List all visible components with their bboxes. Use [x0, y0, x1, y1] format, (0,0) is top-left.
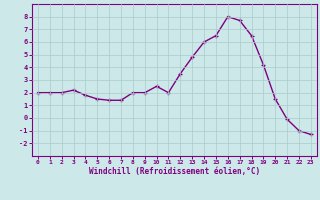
- X-axis label: Windchill (Refroidissement éolien,°C): Windchill (Refroidissement éolien,°C): [89, 167, 260, 176]
